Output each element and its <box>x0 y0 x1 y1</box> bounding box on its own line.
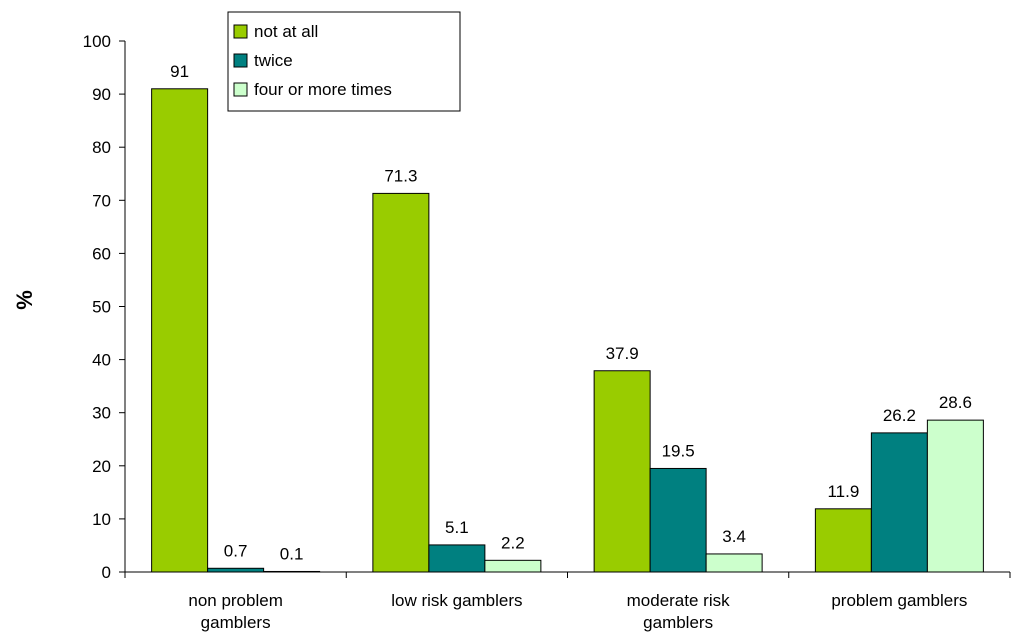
bar <box>484 559 542 573</box>
legend-entry: four or more times <box>254 80 392 99</box>
y-tick-label: 100 <box>83 32 111 51</box>
x-tick-label: problem gamblers <box>831 591 967 610</box>
bar <box>814 508 872 573</box>
data-label: 3.4 <box>722 527 746 546</box>
bars <box>151 88 984 573</box>
bar <box>705 553 763 573</box>
bar <box>151 88 209 573</box>
data-label: 0.7 <box>224 541 248 560</box>
legend-swatch <box>233 53 248 68</box>
y-tick-label: 80 <box>92 138 111 157</box>
data-label: 19.5 <box>662 441 695 460</box>
y-tick-label: 30 <box>92 404 111 423</box>
x-tick-label: moderate risk gamblers <box>627 591 730 632</box>
y-tick-label: 10 <box>92 510 111 529</box>
y-tick-label: 20 <box>92 457 111 476</box>
x-tick-label: non problem gamblers <box>188 591 283 632</box>
data-label: 11.9 <box>827 482 859 501</box>
data-label: 2.2 <box>501 533 525 552</box>
bar <box>649 467 707 573</box>
y-tick-label: 50 <box>92 298 111 317</box>
data-label: 0.1 <box>280 544 304 563</box>
legend: not at all twice four or more times <box>227 11 461 112</box>
y-axis: 0 10 20 30 40 50 60 70 80 90 100 <box>83 32 126 582</box>
y-tick-label: 90 <box>92 85 111 104</box>
y-tick-label: 0 <box>102 563 111 582</box>
legend-entry: twice <box>254 51 293 70</box>
bar <box>263 570 321 573</box>
bar <box>870 432 928 573</box>
legend-box <box>227 11 461 112</box>
data-label: 37.9 <box>606 344 639 363</box>
data-label: 71.3 <box>384 166 417 185</box>
y-tick-label: 70 <box>92 191 111 210</box>
data-labels: 91 71.3 37.9 11.9 0.7 5.1 19.5 26.2 0.1 2.2 3.4 28.… <box>170 62 972 564</box>
data-label: 26.2 <box>883 406 916 425</box>
bar <box>428 544 486 573</box>
data-label: 28.6 <box>939 393 972 412</box>
x-axis: non problem gamblers low risk gamblers mode… <box>124 571 1011 632</box>
bar <box>207 567 265 573</box>
legend-entry: not at all <box>254 22 318 41</box>
bar <box>926 419 984 573</box>
y-tick-label: 60 <box>92 244 111 263</box>
legend-swatch <box>233 82 248 97</box>
data-label: 5.1 <box>445 518 469 537</box>
x-tick-label: low risk gamblers <box>391 591 522 610</box>
data-label: 91 <box>170 62 189 81</box>
bar <box>372 192 430 573</box>
y-tick-label: 40 <box>92 351 111 370</box>
bar <box>593 370 651 573</box>
y-axis-label: % <box>12 290 37 310</box>
legend-swatch <box>233 24 248 39</box>
